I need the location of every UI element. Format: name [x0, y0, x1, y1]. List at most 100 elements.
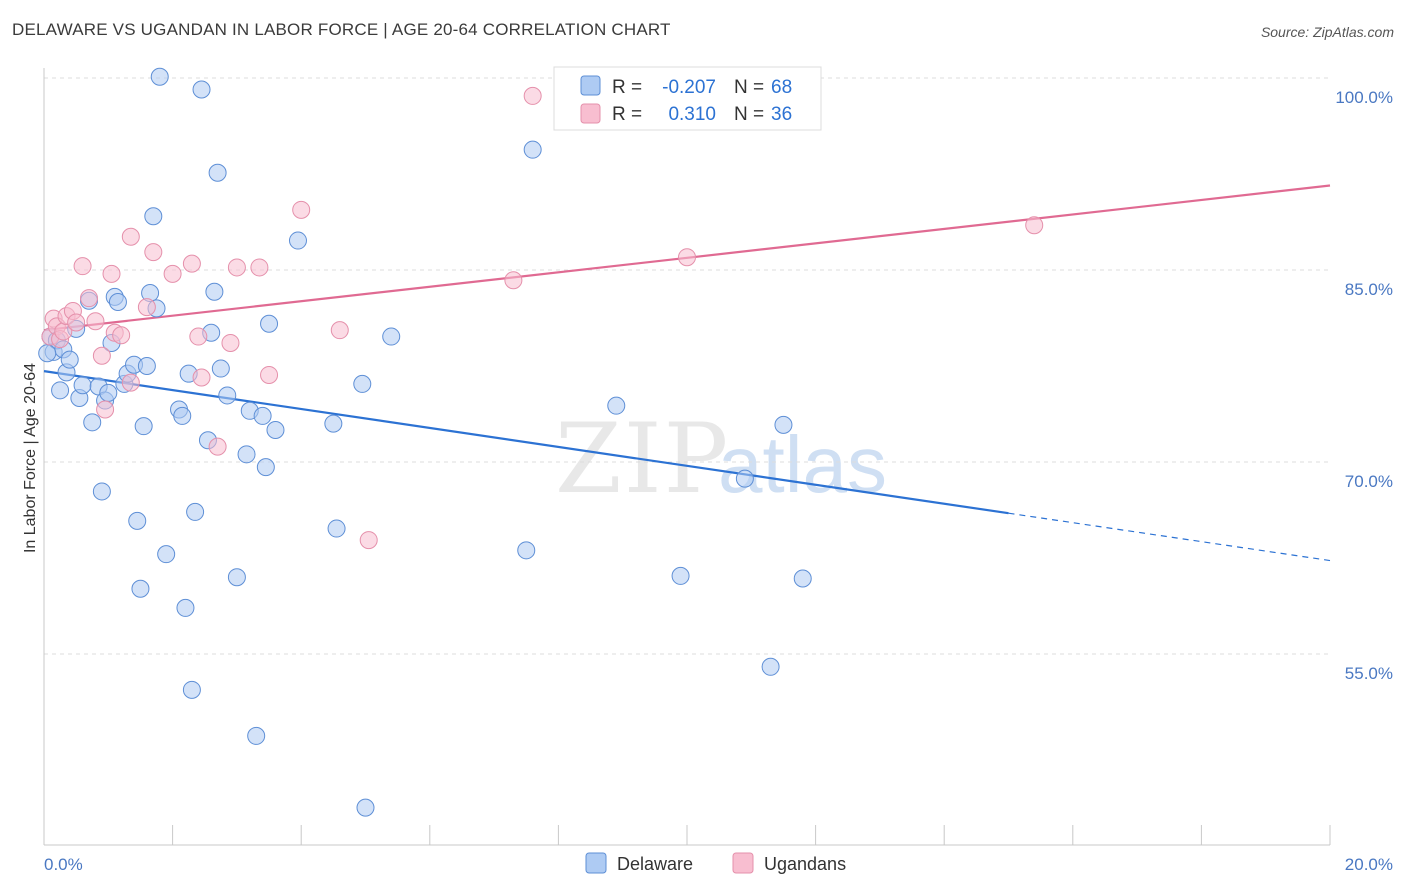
- legend-swatch-delaware: [580, 75, 601, 96]
- point-delaware: [256, 458, 275, 477]
- point-ugandans: [192, 368, 211, 387]
- bottom-legend-swatch-ugandans: [732, 852, 754, 874]
- point-ugandans: [260, 365, 279, 384]
- axes: [43, 68, 1331, 846]
- point-delaware: [51, 381, 70, 400]
- legend-r-label-delaware: R =: [612, 77, 642, 98]
- y-tick-label: 85.0%: [1345, 280, 1393, 299]
- point-delaware: [227, 568, 246, 587]
- watermark-atlas: atlas: [718, 420, 887, 509]
- point-ugandans: [523, 86, 542, 105]
- scatter-points: [38, 67, 1044, 817]
- point-delaware: [523, 140, 542, 159]
- bottom-legend-label-delaware: Delaware: [617, 854, 693, 874]
- legend-n-label-delaware: N =: [734, 77, 764, 98]
- point-ugandans: [182, 254, 201, 273]
- point-ugandans: [250, 258, 269, 277]
- point-delaware: [144, 207, 163, 226]
- gridlines: [44, 77, 1330, 655]
- series-legend: Delaware Ugandans: [585, 852, 846, 874]
- legend-swatch-ugandans: [580, 103, 601, 124]
- point-ugandans: [221, 333, 240, 352]
- point-delaware: [218, 386, 237, 405]
- point-delaware: [150, 67, 169, 86]
- point-delaware: [793, 569, 812, 588]
- point-delaware: [253, 406, 272, 425]
- point-delaware: [266, 421, 285, 439]
- point-delaware: [173, 406, 192, 425]
- point-ugandans: [121, 373, 140, 392]
- point-delaware: [182, 680, 201, 699]
- point-ugandans: [102, 264, 121, 283]
- point-delaware: [288, 231, 307, 250]
- point-ugandans: [73, 257, 92, 276]
- bottom-legend-label-ugandans: Ugandans: [764, 854, 846, 874]
- point-delaware: [260, 314, 279, 333]
- tick-labels: 55.0% 70.0% 85.0% 100.0% 0.0% 20.0%: [44, 88, 1393, 874]
- point-delaware: [192, 80, 211, 99]
- point-delaware: [517, 541, 536, 560]
- point-delaware: [131, 579, 150, 598]
- point-delaware: [607, 396, 626, 415]
- point-delaware: [186, 502, 205, 521]
- point-ugandans: [144, 243, 163, 262]
- y-tick-label: 100.0%: [1335, 88, 1393, 107]
- point-delaware: [735, 469, 754, 488]
- point-ugandans: [330, 321, 349, 340]
- chart-title: DELAWARE VS UGANDAN IN LABOR FORCE | AGE…: [12, 20, 671, 39]
- point-delaware: [157, 545, 176, 564]
- y-tick-label: 55.0%: [1345, 664, 1393, 683]
- point-ugandans: [86, 312, 105, 331]
- point-ugandans: [227, 258, 246, 277]
- point-ugandans: [292, 200, 311, 219]
- point-delaware: [205, 282, 224, 301]
- point-delaware: [176, 598, 195, 617]
- point-ugandans: [92, 346, 111, 365]
- point-ugandans: [504, 271, 523, 290]
- point-ugandans: [189, 327, 208, 346]
- trend-line-extension-delaware: [1008, 512, 1331, 562]
- point-delaware: [353, 374, 372, 393]
- point-ugandans: [96, 400, 115, 419]
- legend-n-value-ugandans: 36: [771, 104, 792, 125]
- point-ugandans: [678, 248, 696, 267]
- point-ugandans: [67, 313, 86, 332]
- point-delaware: [671, 566, 690, 585]
- point-delaware: [137, 357, 156, 375]
- point-ugandans: [80, 289, 99, 308]
- point-delaware: [208, 163, 227, 182]
- point-delaware: [382, 327, 401, 346]
- legend-n-label-ugandans: N =: [734, 104, 764, 125]
- point-delaware: [761, 657, 780, 676]
- x-tick-label: 20.0%: [1345, 855, 1393, 874]
- point-delaware: [128, 511, 147, 530]
- point-delaware: [237, 445, 256, 464]
- point-delaware: [92, 482, 111, 501]
- x-tick-label: 0.0%: [44, 855, 83, 874]
- point-ugandans: [121, 227, 140, 246]
- point-delaware: [60, 350, 79, 369]
- watermark: ZIP atlas: [555, 403, 887, 515]
- y-tick-label: 70.0%: [1345, 472, 1393, 491]
- y-axis-title: In Labor Force | Age 20-64: [22, 363, 39, 553]
- point-ugandans: [112, 326, 131, 345]
- point-delaware: [356, 798, 375, 817]
- point-delaware: [108, 293, 127, 311]
- point-ugandans: [1025, 216, 1044, 235]
- point-ugandans: [359, 531, 378, 550]
- point-ugandans: [163, 264, 182, 283]
- point-ugandans: [208, 437, 227, 456]
- point-delaware: [134, 417, 153, 436]
- trend-line-delaware: [43, 370, 1009, 515]
- point-delaware: [73, 376, 92, 395]
- point-delaware: [83, 413, 102, 432]
- point-delaware: [211, 359, 230, 378]
- bottom-legend-swatch-delaware: [585, 852, 607, 874]
- point-delaware: [324, 414, 343, 433]
- point-delaware: [327, 519, 346, 538]
- chart-source: Source: ZipAtlas.com: [1260, 24, 1394, 40]
- point-delaware: [99, 383, 118, 402]
- correlation-legend: R = -0.207 N = 68 R = 0.310 N = 36: [553, 66, 822, 131]
- point-delaware: [247, 726, 266, 745]
